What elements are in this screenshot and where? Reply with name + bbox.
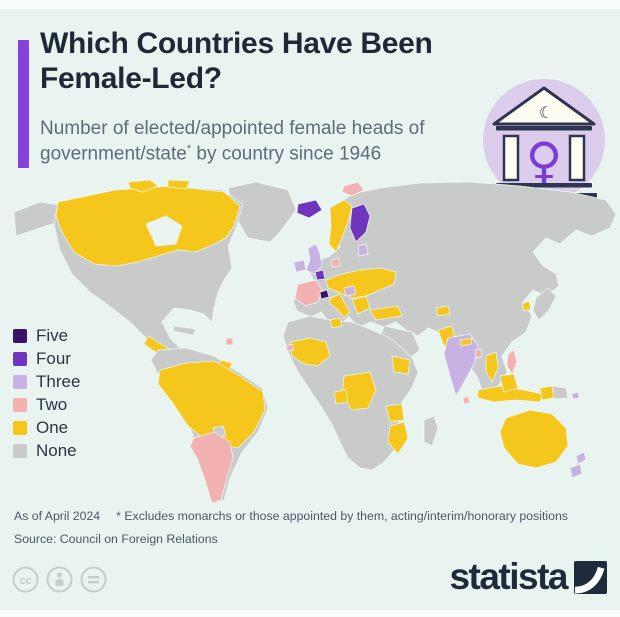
map-region-norway-sweden: [328, 199, 353, 253]
map-region-france: [294, 279, 323, 307]
map-region-madagascar: [423, 415, 439, 447]
map-region-switzerland: [319, 289, 330, 300]
equals-icon[interactable]: [80, 566, 107, 593]
legend-swatch-one: [13, 421, 27, 435]
map-region-west-africa: [289, 337, 331, 367]
hudson-bay: [145, 215, 183, 247]
map-region-central-europe: [325, 267, 397, 299]
attribution-person-icon[interactable]: [46, 566, 73, 593]
map-region-australia: [499, 409, 569, 469]
map-region-nepal: [459, 337, 473, 347]
legend-label: One: [36, 418, 69, 437]
svg-text:cc: cc: [19, 575, 31, 587]
as-of-date: As of April 2024: [14, 509, 101, 523]
map-region-pacific-islands: [571, 391, 580, 400]
legend-swatch-four: [13, 352, 27, 366]
right-column: [568, 134, 586, 182]
legend: Five Four Three Two One None: [13, 326, 80, 461]
map-region-cuba: [172, 325, 197, 336]
legend-swatch-none: [13, 444, 27, 458]
legend-item: Four: [13, 349, 80, 369]
legend-item: Two: [13, 395, 80, 415]
map-region-borneo: [499, 373, 519, 393]
map-region-iceland: [296, 199, 323, 219]
map-region-kyrgyzstan: [435, 305, 451, 317]
map-region-arctic-islands: [167, 180, 191, 190]
map-region-new-zealand-south: [569, 463, 583, 479]
map-region-japan: [532, 287, 557, 321]
legend-label: Five: [36, 326, 69, 345]
map-region-senegal: [285, 343, 295, 352]
map-region-denmark: [330, 257, 341, 268]
map-region-west-papua: [539, 385, 555, 401]
statista-brand[interactable]: statista: [449, 556, 607, 598]
statista-logo-icon: [574, 560, 607, 594]
map-region-turkey: [369, 305, 403, 321]
legend-label: None: [36, 441, 77, 460]
map-region-tunisia: [329, 317, 343, 329]
map-region-argentina-chile: [189, 431, 234, 504]
map-region-italy: [329, 293, 351, 319]
map-region-brazil: [157, 360, 266, 449]
map-region-baltics: [357, 243, 369, 257]
map-region-india: [443, 333, 479, 397]
legend-item: None: [13, 441, 80, 461]
source-line: Source: Council on Foreign Relations: [14, 531, 218, 546]
statista-wordmark: statista: [449, 556, 568, 597]
accent-bar: [18, 40, 29, 168]
legend-swatch-five: [13, 329, 27, 343]
legend-item: One: [13, 418, 80, 438]
subtitle-rest: by country since 1946: [191, 143, 382, 165]
map-region-balkans: [351, 295, 371, 315]
map-region-papua-new-guinea: [551, 385, 569, 400]
map-region-finland: [349, 203, 371, 243]
crescent-icon: ☾: [539, 103, 553, 122]
map-region-benelux: [314, 269, 326, 281]
left-column: [502, 134, 520, 182]
cc-icon[interactable]: cc: [12, 566, 39, 593]
subtitle-main: Number of elected/appointed female heads…: [40, 118, 425, 165]
entablature-bar: [496, 126, 592, 131]
map-region-austria: [343, 285, 357, 297]
subtitle-asterisk: *: [186, 142, 192, 155]
footnote-line: As of April 2024 * Excludes monarchs or t…: [14, 505, 568, 528]
female-symbol-icon: ♀: [526, 132, 563, 190]
map-region-new-zealand-north: [575, 451, 587, 465]
pediment-shape: [492, 86, 596, 126]
legend-item: Five: [13, 326, 80, 346]
map-region-arctic-islands: [127, 180, 159, 193]
map-region-ethiopia: [391, 355, 411, 375]
map-region-sri-lanka: [462, 395, 471, 405]
legend-swatch-three: [13, 375, 27, 389]
legend-label: Two: [36, 395, 68, 414]
exclusion-note: * Excludes monarchs or those appointed b…: [116, 509, 568, 523]
legend-label: Four: [36, 349, 71, 368]
legend-item: Three: [13, 372, 80, 392]
map-region-thailand: [485, 351, 499, 383]
map-region-caribbean: [225, 337, 234, 346]
map-region-philippines: [506, 349, 518, 375]
page-title: Which Countries Have Been Female-Led?: [40, 27, 433, 96]
map-region-gabon: [333, 389, 349, 405]
world-choropleth-map: [13, 180, 617, 505]
map-region-bangladesh: [474, 348, 483, 359]
map-region-united-kingdom: [305, 243, 323, 275]
top-edge: [0, 0, 620, 9]
page-subtitle: Number of elected/appointed female heads…: [40, 117, 472, 167]
legend-swatch-two: [13, 398, 27, 412]
map-region-mozambique: [387, 421, 409, 455]
footnotes: As of April 2024 * Excludes monarchs or t…: [14, 505, 568, 550]
map-region-tanzania: [385, 403, 405, 423]
map-region-ireland: [293, 259, 307, 273]
map-region-south-korea: [521, 300, 532, 312]
legend-label: Three: [36, 372, 81, 391]
bottom-edge: [0, 610, 620, 617]
license-icons: cc: [12, 566, 107, 593]
map-region-greenland: [227, 181, 297, 243]
map-region-svalbard: [341, 181, 365, 197]
